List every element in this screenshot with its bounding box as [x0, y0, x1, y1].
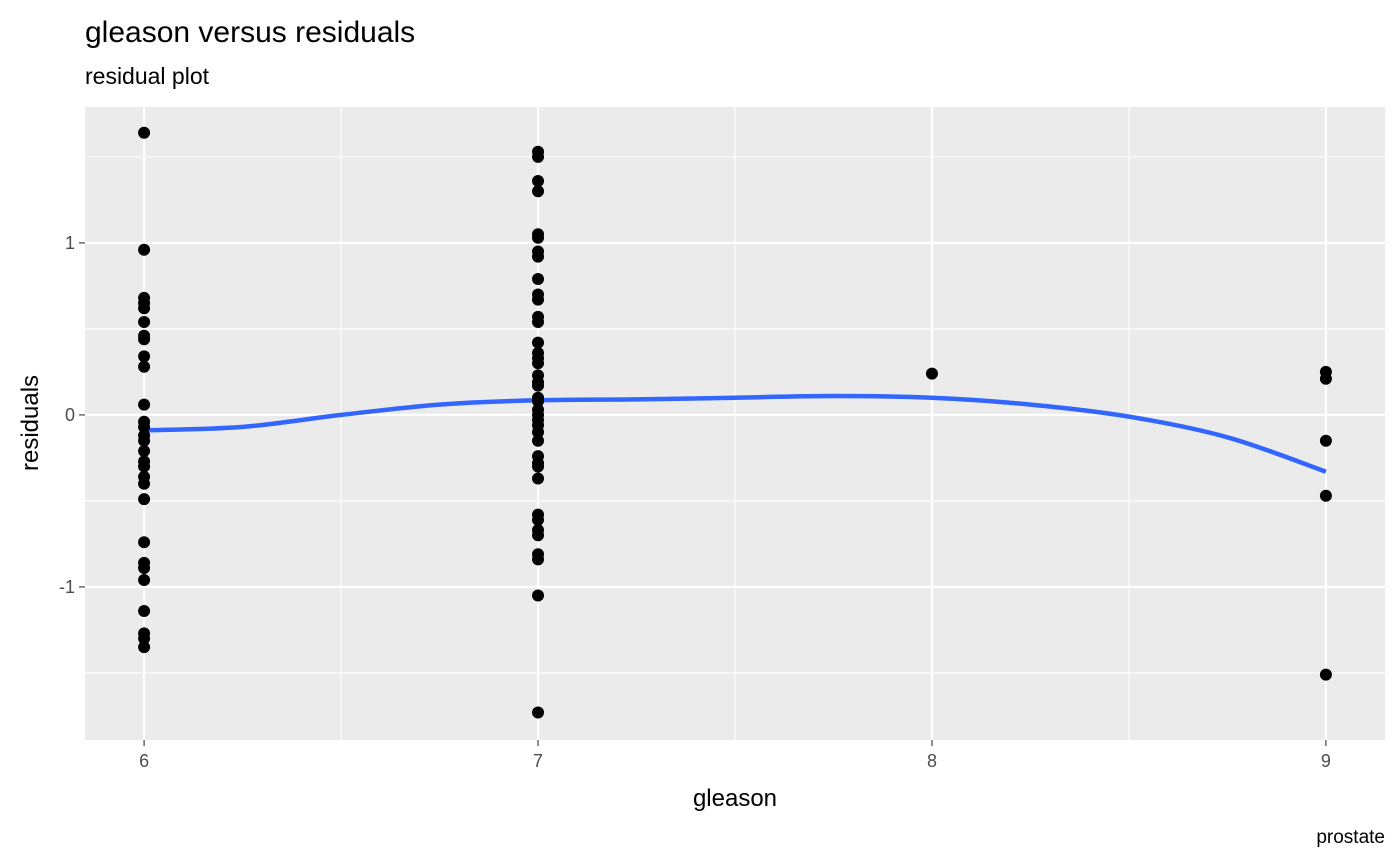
data-point [925, 367, 938, 380]
smooth-curve [144, 393, 1327, 474]
data-point [138, 632, 151, 645]
ticks-layer: 6 7 8 9 -1 0 1 [59, 233, 1331, 771]
data-point [532, 472, 545, 485]
data-point [138, 604, 151, 617]
data-point [138, 360, 151, 373]
data-point [532, 395, 545, 408]
data-point [532, 529, 545, 542]
data-point [532, 336, 545, 349]
data-point [532, 250, 545, 263]
data-point [532, 379, 545, 392]
data-point [138, 445, 151, 458]
data-point [1319, 372, 1332, 385]
x-tick-label: 6 [139, 751, 149, 771]
data-point [532, 589, 545, 602]
chart-title: gleason versus residuals [85, 16, 415, 49]
data-point [138, 316, 151, 329]
data-point [138, 398, 151, 411]
grid-layer [85, 107, 1385, 740]
data-point [532, 293, 545, 306]
data-point [1319, 434, 1332, 447]
data-point [138, 536, 151, 549]
data-point [532, 513, 545, 526]
data-point [1319, 668, 1332, 681]
data-point [532, 150, 545, 163]
data-point [138, 493, 151, 506]
data-point [1319, 489, 1332, 502]
y-axis-title: residuals [17, 375, 44, 471]
data-point [532, 273, 545, 286]
data-point [138, 350, 151, 363]
chart-subtitle: residual plot [85, 63, 210, 89]
x-tick-label: 9 [1321, 751, 1331, 771]
y-tick-label: -1 [59, 577, 75, 597]
data-point [532, 706, 545, 719]
smooth-layer [144, 393, 1327, 474]
data-point [532, 231, 545, 244]
x-tick-label: 7 [533, 751, 543, 771]
data-point [138, 434, 151, 447]
data-point [138, 333, 151, 346]
data-point [532, 316, 545, 329]
data-point [532, 426, 545, 439]
x-axis-title: gleason [693, 785, 777, 812]
data-point [138, 477, 151, 490]
chart-caption: prostate [1316, 827, 1385, 848]
data-point [138, 420, 151, 433]
data-point [138, 574, 151, 587]
data-point [532, 553, 545, 566]
y-tick-label: 0 [65, 405, 75, 425]
data-point [138, 302, 151, 315]
data-point [532, 357, 545, 370]
data-point [532, 185, 545, 198]
data-point [532, 460, 545, 473]
data-point [138, 641, 151, 654]
data-point [532, 174, 545, 187]
points-layer [138, 126, 1332, 719]
data-point [138, 126, 151, 139]
x-tick-label: 8 [927, 751, 937, 771]
data-point [138, 561, 151, 574]
data-point [138, 460, 151, 473]
y-tick-label: 1 [65, 233, 75, 253]
data-point [138, 243, 151, 256]
data-point [532, 434, 545, 447]
